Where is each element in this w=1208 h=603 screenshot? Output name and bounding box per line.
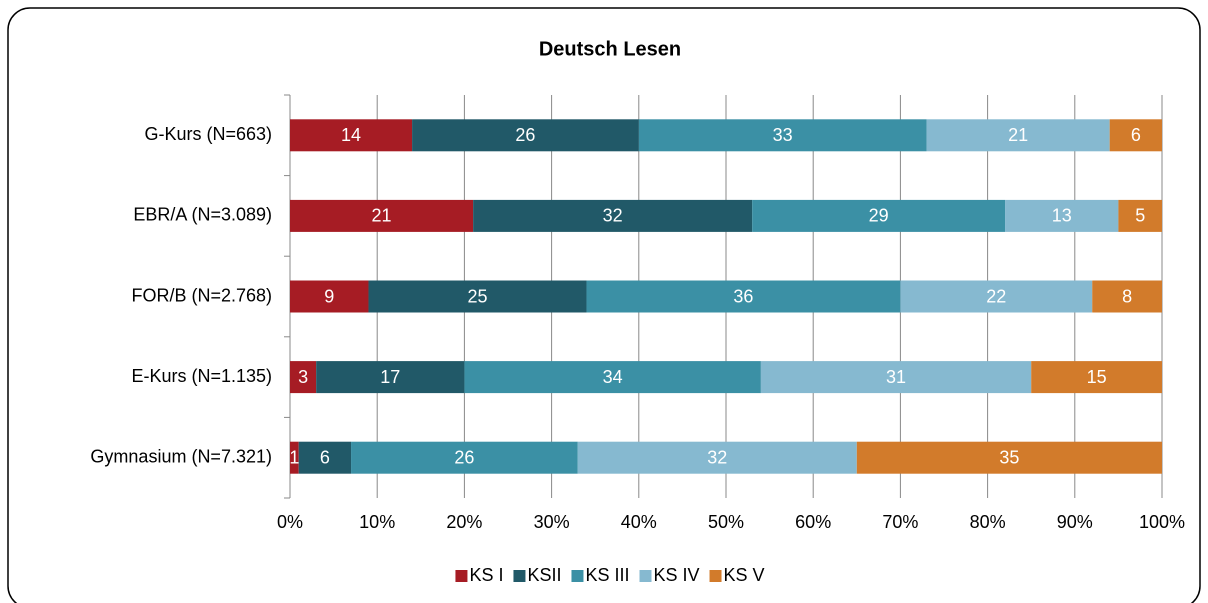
bar-segment xyxy=(1005,199,1119,232)
data-label: 17 xyxy=(380,367,400,387)
x-tick-label: 30% xyxy=(534,512,570,532)
data-label: 29 xyxy=(869,206,889,226)
legend-swatch xyxy=(455,570,468,582)
bar-segment xyxy=(290,361,317,394)
bar-segment xyxy=(1092,280,1162,313)
legend-label: KS V xyxy=(724,565,765,585)
data-label: 8 xyxy=(1122,286,1132,306)
bar-segment xyxy=(464,361,761,394)
legend-swatch xyxy=(709,570,722,582)
bar-segment xyxy=(412,119,639,152)
bar-segment xyxy=(752,199,1006,232)
bar-segment xyxy=(290,119,413,152)
y-tick-label: E-Kurs (N=1.135) xyxy=(131,366,272,386)
data-label: 6 xyxy=(320,447,330,467)
y-tick-label: Gymnasium (N=7.321) xyxy=(90,446,272,466)
data-label: 14 xyxy=(341,125,361,145)
legend: KS I KSII KS III KS IV KS V xyxy=(455,565,765,585)
data-label: 35 xyxy=(999,447,1019,467)
bar-segment xyxy=(1031,361,1162,394)
bar-segment xyxy=(290,280,369,313)
bar-segment xyxy=(298,441,352,474)
data-label: 15 xyxy=(1087,367,1107,387)
legend-label: KSII xyxy=(527,565,561,585)
data-label: 5 xyxy=(1135,206,1145,226)
x-tick-label: 10% xyxy=(359,512,395,532)
data-label: 32 xyxy=(707,447,727,467)
data-label: 3 xyxy=(298,367,308,387)
x-tick-label: 70% xyxy=(882,512,918,532)
bar-segment xyxy=(577,441,857,474)
bar-segment xyxy=(290,441,299,474)
x-tick-label: 40% xyxy=(621,512,657,532)
data-label: 26 xyxy=(515,125,535,145)
legend-label: KS IV xyxy=(653,565,699,585)
legend-label: KS I xyxy=(469,565,503,585)
bar-segment xyxy=(900,280,1093,313)
x-tick-label: 0% xyxy=(277,512,303,532)
x-tick-label: 80% xyxy=(970,512,1006,532)
bar-segment xyxy=(290,199,474,232)
data-label: 1 xyxy=(289,447,299,467)
chart-title: Deutsch Lesen xyxy=(539,38,681,60)
x-tick-label: 20% xyxy=(446,512,482,532)
bar-segment xyxy=(926,119,1110,152)
bar-segment xyxy=(638,119,927,152)
x-tick-label: 50% xyxy=(708,512,744,532)
bar-segment xyxy=(1118,199,1162,232)
bar-segment xyxy=(368,280,587,313)
legend-swatch xyxy=(513,570,526,582)
data-label: 21 xyxy=(1008,125,1028,145)
bar-segment xyxy=(760,361,1032,394)
bar-segment xyxy=(856,441,1162,474)
legend-swatch xyxy=(571,570,584,582)
data-label: 9 xyxy=(324,286,334,306)
bar-segment xyxy=(351,441,578,474)
data-label: 31 xyxy=(886,367,906,387)
x-tick-label: 100% xyxy=(1139,512,1185,532)
data-label: 36 xyxy=(733,286,753,306)
bar-segment xyxy=(473,199,753,232)
legend-swatch xyxy=(639,570,652,582)
bar-segment xyxy=(316,361,465,394)
data-label: 25 xyxy=(467,286,487,306)
data-label: 13 xyxy=(1052,206,1072,226)
bar-segment xyxy=(1109,119,1162,152)
data-label: 32 xyxy=(603,206,623,226)
data-label: 26 xyxy=(454,447,474,467)
data-label: 6 xyxy=(1131,125,1141,145)
legend-label: KS III xyxy=(585,565,629,585)
bar-segment xyxy=(586,280,901,313)
y-tick-label: EBR/A (N=3.089) xyxy=(133,205,272,225)
data-label: 21 xyxy=(372,206,392,226)
x-tick-label: 60% xyxy=(795,512,831,532)
y-tick-label: FOR/B (N=2.768) xyxy=(131,285,272,305)
data-label: 34 xyxy=(603,367,623,387)
data-label: 22 xyxy=(986,286,1006,306)
y-tick-label: G-Kurs (N=663) xyxy=(144,124,272,144)
x-tick-label: 90% xyxy=(1057,512,1093,532)
data-label: 33 xyxy=(773,125,793,145)
